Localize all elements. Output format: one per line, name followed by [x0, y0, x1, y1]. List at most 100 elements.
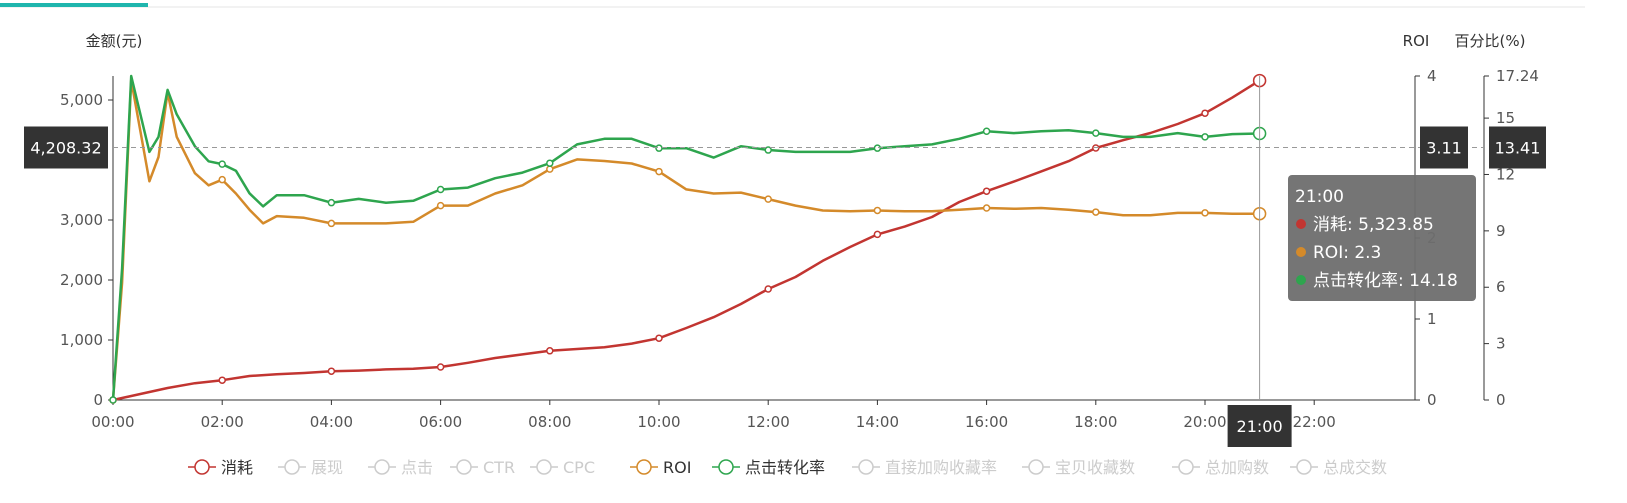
data-point[interactable] [218, 160, 226, 168]
data-point[interactable] [436, 201, 445, 210]
data-point[interactable] [1201, 209, 1209, 217]
legend-item[interactable]: 直接加购收藏率 [852, 458, 997, 477]
data-point[interactable] [982, 127, 991, 136]
y-percent-tick-label: 17.24 [1496, 67, 1539, 85]
x-tick-label: 08:00 [528, 413, 571, 431]
tooltip-box [1288, 175, 1476, 301]
data-point[interactable] [436, 185, 445, 194]
legend-label: 点击 [401, 458, 433, 477]
data-point[interactable] [546, 159, 554, 167]
data-point[interactable] [218, 376, 226, 384]
data-point[interactable] [327, 198, 336, 207]
y-left-tick-label: 1,000 [60, 331, 103, 349]
legend-item[interactable]: 总加购数 [1172, 458, 1269, 477]
legend-marker [858, 459, 874, 475]
data-point[interactable] [327, 367, 336, 375]
x-tick-label: 06:00 [419, 413, 462, 431]
x-tick-label: 12:00 [747, 413, 790, 431]
data-point[interactable] [873, 206, 882, 215]
data-point[interactable] [1201, 133, 1209, 141]
y-percent-pointer-label-text: 13.41 [1495, 139, 1541, 158]
data-point[interactable] [764, 285, 772, 293]
y-left-tick-label: 2,000 [60, 271, 103, 289]
series-line [111, 78, 1260, 401]
data-point[interactable] [982, 204, 991, 212]
legend-label: CPC [563, 458, 595, 477]
y-left-axis-name: 金额(元) [86, 32, 143, 50]
legend-label: 直接加购收藏率 [885, 458, 997, 477]
x-tick-label: 02:00 [201, 413, 244, 431]
data-point[interactable] [218, 175, 226, 184]
legend-item[interactable]: 消耗 [188, 458, 253, 477]
tooltip-row: 点击转化率: 14.18 [1313, 271, 1458, 291]
legend-item[interactable]: CTR [450, 458, 515, 477]
legend-item[interactable]: 点击 [368, 458, 433, 477]
x-tick-label: 16:00 [965, 413, 1008, 431]
legend-marker [374, 459, 390, 475]
x-tick-label: 10:00 [637, 413, 680, 431]
legend-label: ROI [663, 458, 691, 477]
legend-marker [1296, 459, 1312, 475]
x-tick-label: 04:00 [310, 413, 353, 431]
data-point[interactable] [546, 347, 554, 355]
y-percent-pointer-label [1489, 126, 1546, 169]
legend-item[interactable]: 展现 [278, 458, 343, 477]
x-pointer-label-text: 21:00 [1237, 417, 1283, 436]
legend-item[interactable]: CPC [530, 458, 595, 477]
y-left-tick-label: 3,000 [60, 211, 103, 229]
legend-label: 总成交数 [1323, 458, 1387, 477]
y-roi-axis-name: ROI [1403, 32, 1430, 50]
legend-item[interactable]: 总成交数 [1290, 458, 1387, 477]
data-point[interactable] [1092, 208, 1100, 216]
data-point[interactable] [873, 230, 882, 239]
data-point[interactable] [1201, 109, 1209, 117]
y-percent-tick-label: 15 [1496, 109, 1515, 127]
legend-item[interactable]: 宝贝收藏数 [1022, 458, 1135, 477]
x-tick-label: 18:00 [1074, 413, 1117, 431]
legend-label: 展现 [311, 458, 343, 477]
y-percent-tick-label: 6 [1496, 278, 1506, 296]
tooltip-row: ROI: 2.3 [1313, 243, 1381, 263]
y-roi-tick-label: 0 [1427, 391, 1437, 409]
series-line [111, 74, 1260, 401]
data-point[interactable] [1092, 129, 1100, 137]
legend-marker [456, 459, 472, 475]
y-left-tick-label: 0 [93, 391, 103, 409]
legend-marker [194, 459, 210, 475]
x-tick-label: 22:00 [1293, 413, 1336, 431]
legend-item[interactable]: ROI [630, 458, 691, 477]
tooltip-title: 21:00 [1295, 187, 1344, 207]
legend-marker [284, 459, 300, 475]
data-point[interactable] [982, 187, 991, 195]
y-percent-axis-name: 百分比(%) [1455, 32, 1526, 50]
y-percent-tick-label: 12 [1496, 165, 1515, 183]
data-point[interactable] [873, 144, 882, 152]
data-point[interactable] [436, 363, 445, 371]
x-tick-label: 00:00 [91, 413, 134, 431]
legend-marker [1028, 459, 1044, 475]
y-roi-tick-label: 1 [1427, 310, 1437, 328]
x-pointer-label [1227, 405, 1292, 447]
y-roi-tick-label: 4 [1427, 67, 1437, 85]
legend-label: 消耗 [221, 458, 253, 477]
y-percent-tick-label: 9 [1496, 222, 1506, 240]
data-point[interactable] [764, 146, 772, 154]
y-roi-pointer-label [1420, 126, 1468, 169]
data-point[interactable] [109, 396, 117, 404]
y-left-pointer-label [24, 126, 108, 169]
data-point[interactable] [655, 144, 663, 152]
active-tab-indicator[interactable] [0, 3, 148, 7]
tooltip-series-dot [1296, 275, 1306, 285]
tooltip-row: 消耗: 5,323.85 [1313, 215, 1434, 235]
data-point[interactable] [655, 167, 663, 176]
data-point[interactable] [327, 219, 336, 228]
legend-label: 宝贝收藏数 [1055, 458, 1135, 477]
data-point[interactable] [764, 195, 772, 203]
tooltip-series-dot [1296, 247, 1306, 257]
data-point[interactable] [655, 334, 663, 342]
legend-item[interactable]: 点击转化率 [712, 458, 825, 477]
data-point[interactable] [546, 165, 554, 173]
legend-marker [636, 459, 652, 475]
y-left-tick-label: 5,000 [60, 91, 103, 109]
y-percent-tick-label: 3 [1496, 335, 1506, 353]
